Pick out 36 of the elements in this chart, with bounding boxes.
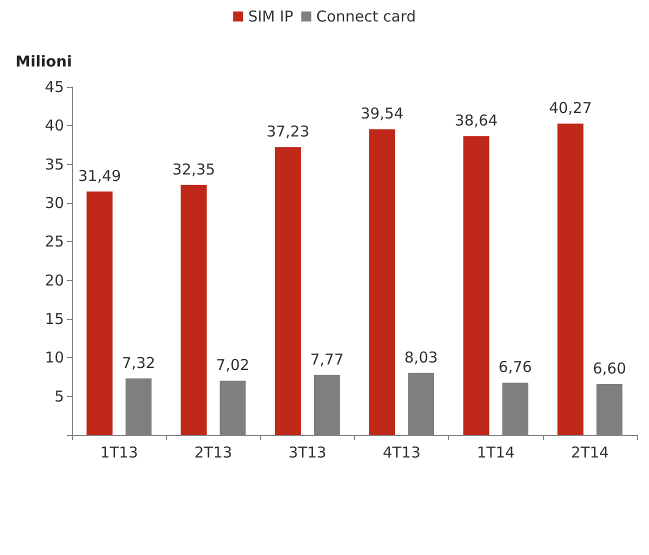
bar xyxy=(369,129,396,435)
y-tick-label: 35 xyxy=(44,155,64,174)
data-label: 6,60 xyxy=(592,359,626,378)
x-tick-label: 2T13 xyxy=(194,444,232,462)
y-tick-label: 10 xyxy=(44,348,64,367)
bar xyxy=(274,147,301,435)
data-label: 7,32 xyxy=(122,354,156,372)
data-label: 6,76 xyxy=(498,358,532,376)
y-tick-label: 15 xyxy=(44,310,64,328)
data-label: 40,27 xyxy=(548,99,592,118)
data-label: 39,54 xyxy=(360,104,404,123)
bar xyxy=(180,184,207,435)
legend-label: SIM IP xyxy=(248,8,294,26)
x-tick-label: 4T13 xyxy=(382,444,420,462)
x-tick-label: 1T13 xyxy=(100,444,138,462)
x-tick-label: 3T13 xyxy=(288,444,326,462)
bar xyxy=(86,191,113,435)
y-tick-label: 5 xyxy=(54,387,64,406)
bar xyxy=(557,124,584,435)
x-tick-label: 1T14 xyxy=(476,444,515,462)
data-label: 38,64 xyxy=(454,112,498,130)
data-label: 7,77 xyxy=(310,350,344,368)
data-label: 7,02 xyxy=(216,356,250,374)
data-label: 32,35 xyxy=(172,160,216,178)
y-tick-label: 40 xyxy=(44,116,64,135)
y-axis-title: Milioni xyxy=(16,52,72,70)
y-tick-label: 45 xyxy=(44,78,64,96)
data-label: 31,49 xyxy=(78,166,122,185)
y-tick-label: 30 xyxy=(44,194,64,212)
x-tick-label: 2T14 xyxy=(571,444,609,462)
data-label: 37,23 xyxy=(266,122,310,141)
y-tick-label: 20 xyxy=(44,271,64,290)
data-label: 8,03 xyxy=(404,348,438,366)
y-tick-label: 25 xyxy=(44,232,64,251)
bar xyxy=(463,136,490,435)
legend-label: Connect card xyxy=(316,8,416,26)
